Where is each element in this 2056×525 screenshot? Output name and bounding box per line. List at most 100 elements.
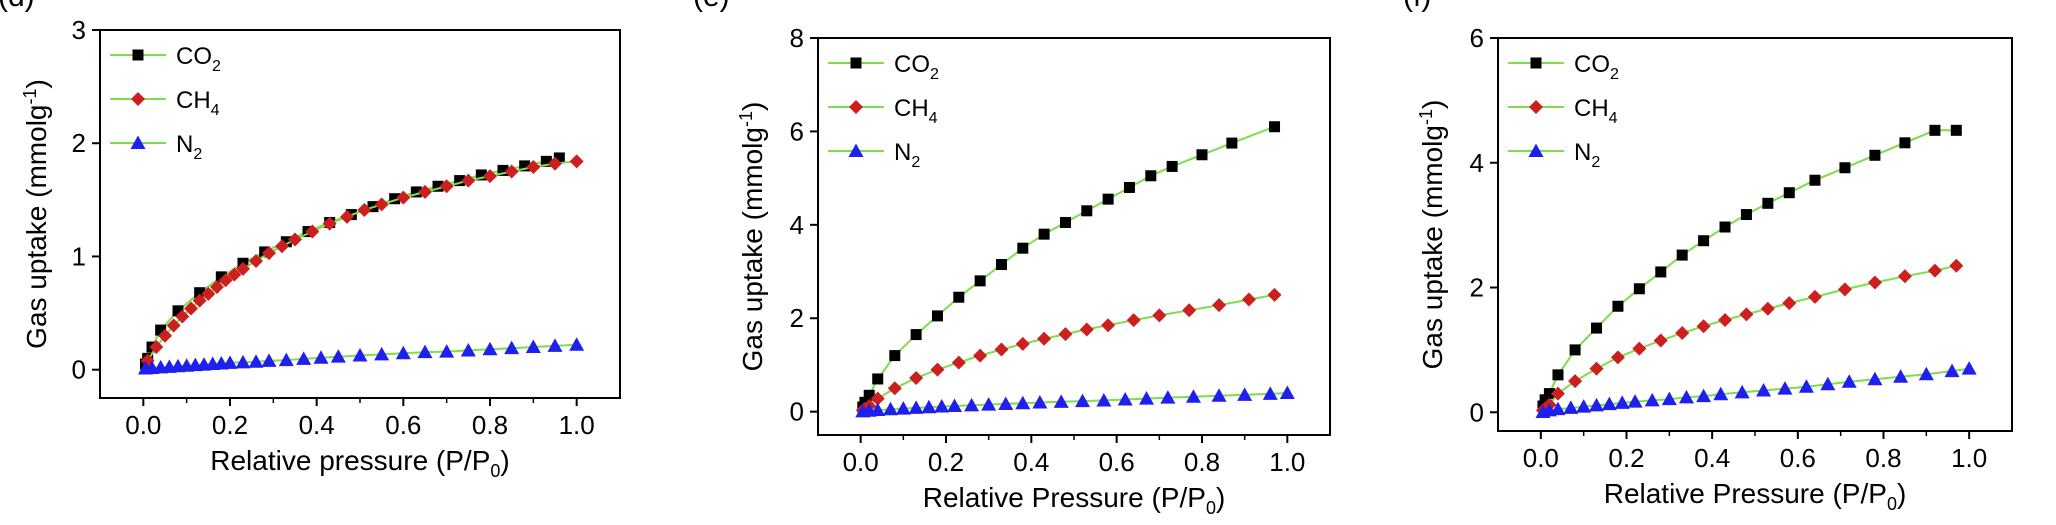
data-point <box>1269 121 1281 133</box>
data-point <box>870 391 885 406</box>
chart-panel-2: (e) 0.0 0.2 0.4 0.6 0.8 1.0 0 2 4 6 8 Relative Press… <box>693 0 1331 518</box>
x-tick-label: 0.8 <box>1184 447 1220 477</box>
data-point <box>998 396 1014 410</box>
data-point <box>934 399 950 413</box>
data-point <box>1918 366 1934 381</box>
data-point <box>1893 369 1909 383</box>
legend-marker <box>132 49 144 61</box>
data-point <box>1807 289 1822 304</box>
data-point <box>1762 197 1774 209</box>
data-point <box>236 261 250 276</box>
data-point <box>953 291 965 303</box>
data-point <box>1696 319 1711 334</box>
y-tick-label: 6 <box>790 116 804 146</box>
data-point <box>497 164 509 176</box>
data-point <box>1576 399 1592 413</box>
data-point <box>460 342 476 357</box>
data-point <box>275 239 289 254</box>
data-point <box>155 324 167 336</box>
data-point <box>218 273 233 288</box>
data-point <box>1166 160 1178 172</box>
data-point <box>887 381 902 396</box>
data-point <box>1949 258 1964 273</box>
data-point <box>995 259 1007 271</box>
data-point <box>262 246 276 261</box>
data-point <box>357 203 372 218</box>
data-point <box>1740 209 1752 221</box>
x-tick-label: 1.0 <box>1951 443 1987 473</box>
data-point <box>1550 401 1566 416</box>
data-point <box>1627 394 1643 408</box>
x-tick-label: 0.0 <box>125 410 161 440</box>
data-point <box>1211 388 1227 402</box>
data-point <box>1539 394 1551 406</box>
data-point <box>1661 391 1677 406</box>
data-point <box>1589 397 1605 412</box>
data-point <box>172 305 184 317</box>
data-point <box>1075 393 1091 408</box>
series-n2 <box>1535 361 1977 418</box>
x-axis-title: Relative Pressure (P/P0) <box>923 482 1226 518</box>
x-axis-title: Relative pressure (P/P0) <box>210 445 509 481</box>
data-point <box>1226 137 1238 149</box>
data-point <box>227 267 242 282</box>
legend: CO2 CH4 N2 <box>828 51 939 171</box>
x-tick-label: 1.0 <box>559 410 595 440</box>
data-point <box>1126 313 1141 328</box>
data-point <box>149 340 164 355</box>
series-line <box>861 125 1275 408</box>
panel-label: (f) <box>1403 0 1431 13</box>
y-tick-label: 2 <box>72 128 86 158</box>
series-line <box>862 293 1275 412</box>
data-point <box>540 155 552 167</box>
legend-marker <box>1528 143 1544 157</box>
series-line <box>1542 264 1957 412</box>
data-point <box>322 216 337 231</box>
data-point <box>1783 187 1795 199</box>
x-axis-title: Relative Pressure (P/P0) <box>1604 478 1907 514</box>
data-point <box>410 186 422 198</box>
data-point <box>439 179 454 194</box>
data-point <box>908 400 924 414</box>
data-point <box>166 318 181 333</box>
data-point <box>1675 326 1690 341</box>
data-point <box>863 389 875 401</box>
data-point <box>1059 216 1071 228</box>
data-point <box>1053 394 1069 408</box>
x-tick-label: 0.0 <box>1523 443 1559 473</box>
data-point <box>994 342 1009 357</box>
data-point <box>1718 312 1733 327</box>
data-point <box>1032 395 1048 409</box>
series-ch4 <box>855 287 1282 418</box>
data-point <box>280 236 292 248</box>
data-point <box>210 280 224 295</box>
x-tick-label: 0.2 <box>212 410 248 440</box>
data-point <box>548 156 562 171</box>
data-point <box>158 328 172 343</box>
x-tick-label: 0.6 <box>1099 447 1135 477</box>
data-point <box>432 180 444 192</box>
data-point <box>504 164 519 179</box>
data-point <box>1117 392 1133 406</box>
data-point <box>1837 282 1852 297</box>
data-point <box>1241 292 1256 307</box>
data-point <box>910 329 922 341</box>
data-point <box>395 345 411 360</box>
data-point <box>296 351 312 365</box>
data-point <box>895 401 911 415</box>
y-tick-label: 2 <box>1470 273 1484 303</box>
data-point <box>1569 344 1581 356</box>
data-point <box>288 232 302 247</box>
chart-panel-3: (f) 0.0 0.2 0.4 0.6 0.8 1.0 0 2 4 6 Relative Pressu… <box>1403 0 2013 514</box>
data-point <box>1734 384 1750 399</box>
data-point <box>1867 371 1883 386</box>
data-point <box>1563 400 1579 414</box>
panel-label: (d) <box>0 0 35 13</box>
series-line <box>144 157 560 365</box>
data-point <box>1101 318 1116 333</box>
data-point <box>1713 386 1729 401</box>
legend-label: CO2 <box>1574 51 1619 83</box>
data-point <box>1015 336 1030 351</box>
data-point <box>870 402 886 417</box>
data-point <box>547 338 563 352</box>
